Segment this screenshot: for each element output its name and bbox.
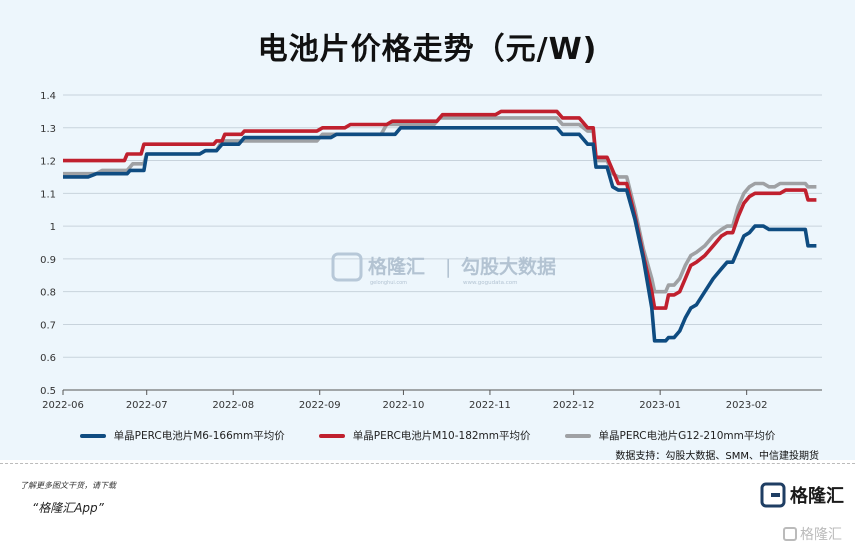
line-chart: 0.5 0.6 0.7 0.8 0.9 1 1.1 1.2 1.3 1.4 2022-06 2022-…	[40, 91, 822, 411]
x-tick-label: 2022-08	[212, 400, 254, 411]
footer-divider	[0, 463, 855, 464]
watermark-sub1: gelonghui.com	[370, 280, 407, 286]
y-tick-label: 1.4	[40, 91, 56, 102]
y-tick-label: 0.6	[40, 353, 56, 364]
x-tick-label: 2022-09	[299, 400, 341, 411]
legend-label: 单晶PERC电池片M6-166mm平均价	[113, 430, 285, 442]
legend-label: 单晶PERC电池片M10-182mm平均价	[352, 430, 531, 442]
chart-card	[0, 0, 855, 460]
legend-swatch	[79, 433, 106, 438]
watermark-divider: |	[445, 256, 451, 278]
y-tick-label: 0.7	[40, 320, 56, 331]
legend-swatch	[564, 433, 591, 438]
x-tick-label: 2022-11	[469, 400, 511, 411]
footer-logo-text: 格隆汇	[790, 486, 844, 507]
x-tick-label: 2023-01	[639, 400, 681, 411]
y-tick-label: 0.9	[40, 255, 56, 266]
y-tick-label: 0.8	[40, 288, 56, 299]
footer-watermark: 格隆汇	[783, 524, 842, 544]
data-source: 数据支持：勾股大数据、SMM、中信建投期货	[615, 451, 819, 462]
series-line-1	[63, 126, 817, 343]
footer-note: 了解更多图文干货，请下载	[20, 481, 116, 490]
y-tick-label: 1.1	[40, 189, 56, 200]
footer-app-name: “格隆汇App”	[32, 501, 104, 515]
y-tick-label: 0.5	[40, 386, 56, 397]
watermark: 格隆汇 | 勾股大数据 gelonghui.com www.gogudata.c…	[331, 252, 556, 286]
series-layer	[63, 109, 817, 343]
x-tick-label: 2022-12	[553, 400, 595, 411]
legend-item: 单晶PERC电池片G12-210mm平均价	[564, 428, 776, 443]
watermark-sub2: www.gogudata.com	[463, 280, 517, 286]
x-tick-label: 2022-07	[126, 400, 168, 411]
watermark-brand2: 勾股大数据	[461, 255, 556, 278]
x-tick-label: 2022-06	[42, 400, 84, 411]
x-tick-label: 2022-10	[383, 400, 425, 411]
y-tick-label: 1.2	[40, 157, 56, 168]
gelonghui-logo-icon	[760, 482, 786, 508]
y-tick-label: 1	[50, 222, 56, 233]
legend-item: 单晶PERC电池片M10-182mm平均价	[318, 428, 531, 443]
legend-item: 单晶PERC电池片M6-166mm平均价	[79, 428, 285, 443]
x-tick-label: 2023-02	[726, 400, 768, 411]
watermark-logo-icon	[331, 252, 363, 282]
axis-layer: 0.5 0.6 0.7 0.8 0.9 1 1.1 1.2 1.3 1.4 2022-06 2022-…	[40, 91, 822, 411]
footer-watermark-text: 格隆汇	[800, 527, 842, 543]
watermark-brand: 格隆汇	[368, 255, 425, 278]
chart-legend: 单晶PERC电池片M6-166mm平均价 单晶PERC电池片M10-182mm平均…	[0, 428, 855, 443]
y-tick-label: 1.3	[40, 124, 56, 135]
chart-title: 电池片价格走势（元/W)	[257, 32, 598, 67]
legend-label: 单晶PERC电池片G12-210mm平均价	[598, 430, 776, 442]
legend-swatch	[318, 433, 345, 438]
grid-layer	[63, 94, 822, 391]
series-line-2	[63, 109, 817, 310]
footer-logo: 格隆汇	[760, 482, 844, 508]
watermark-g-icon	[783, 527, 797, 541]
